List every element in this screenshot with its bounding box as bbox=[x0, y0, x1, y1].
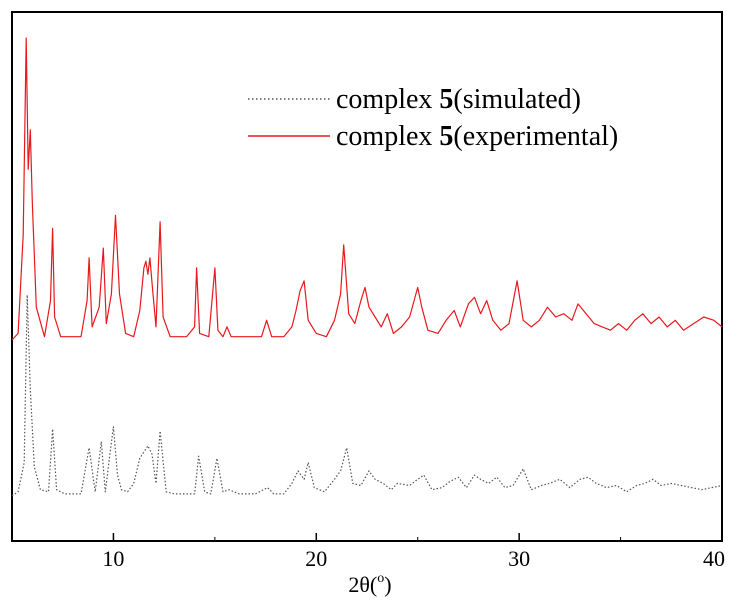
x-tick-label-40: 40 bbox=[703, 546, 725, 571]
legend: complex 5(simulated) complex 5(experimen… bbox=[248, 84, 618, 152]
legend-label-simulated: complex 5(simulated) bbox=[336, 84, 581, 115]
x-tick-label-20: 20 bbox=[305, 546, 327, 571]
series-line-simulated bbox=[11, 294, 723, 497]
series-line-experimental bbox=[11, 37, 723, 341]
x-axis-title: 2θ(o) bbox=[348, 571, 391, 597]
x-axis: 10 20 30 40 bbox=[102, 533, 725, 571]
x-tick-label-10: 10 bbox=[102, 546, 124, 571]
legend-label-experimental: complex 5(experimental) bbox=[336, 121, 618, 152]
series-layer bbox=[11, 37, 723, 497]
x-tick-label-30: 30 bbox=[508, 546, 530, 571]
plot-frame bbox=[11, 11, 723, 542]
